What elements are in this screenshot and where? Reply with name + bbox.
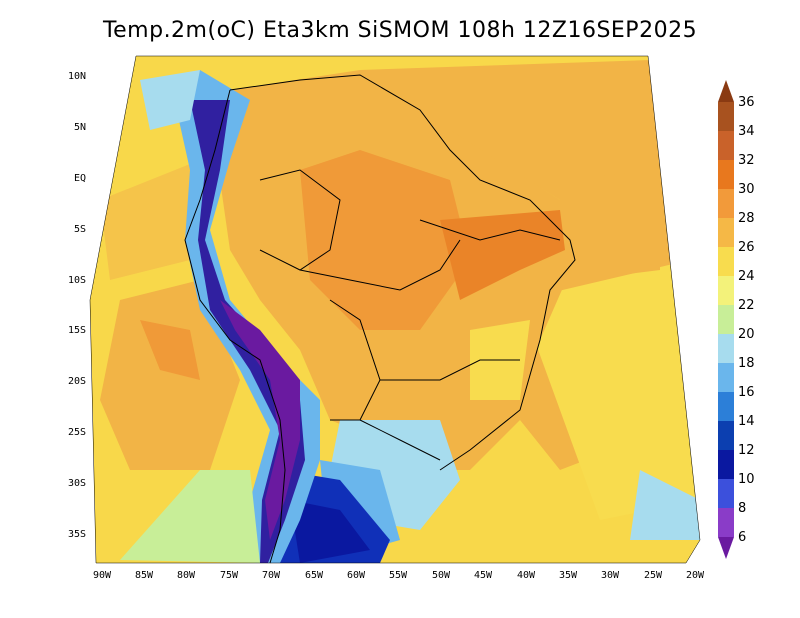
colorbar-segment (718, 479, 734, 508)
lon-label-75w: 75W (220, 570, 239, 581)
tropical-atlantic-warm (560, 170, 660, 280)
colorbar-label: 28 (738, 211, 755, 226)
lon-label-65w: 65W (305, 570, 324, 581)
lon-label-55w: 55W (389, 570, 408, 581)
colorbar-label: 30 (738, 182, 755, 197)
lon-label-30w: 30W (601, 570, 620, 581)
lat-label-10s: 10S (68, 275, 86, 286)
chile-coast-cool (120, 470, 260, 563)
lat-label-30s: 30S (68, 478, 86, 489)
southeast-atlantic-cool (630, 470, 700, 540)
colorbar: 36 34 32 30 28 26 24 22 20 18 16 14 12 10 8 6 (718, 80, 755, 559)
northeast-hot (440, 210, 565, 300)
lat-label-35s: 35S (68, 529, 86, 540)
colorbar-segment (718, 160, 734, 189)
border-2 (299, 239, 461, 291)
lon-label-25w: 25W (644, 570, 663, 581)
andes-peak (220, 300, 300, 540)
border-6 (419, 219, 561, 241)
patagonia-very-cold (290, 500, 370, 563)
border-4 (380, 359, 520, 381)
lon-label-20w: 20W (686, 570, 705, 581)
lat-label-20s: 20S (68, 376, 86, 387)
colorbar-segment (718, 305, 734, 334)
lon-label-45w: 45W (474, 570, 493, 581)
colorbar-segment (718, 421, 734, 450)
colorbar-label: 32 (738, 153, 755, 168)
lon-label-60w: 60W (347, 570, 366, 581)
lon-label-40w: 40W (517, 570, 536, 581)
colorbar-label: 22 (738, 298, 755, 313)
colorbar-label: 36 (738, 95, 755, 110)
colorbar-top-arrow (718, 80, 734, 102)
colorbar-label: 34 (738, 124, 755, 139)
lon-label-70w: 70W (262, 570, 281, 581)
colorbar-segment (718, 508, 734, 537)
colorbar-label: 26 (738, 240, 755, 255)
lat-label-eq: EQ (74, 173, 86, 184)
colorbar-label: 24 (738, 269, 755, 284)
longitude-axis: 90W 85W 80W 75W 70W 65W 60W 55W 50W 45W … (93, 570, 705, 581)
lat-label-5n: 5N (74, 122, 86, 133)
colorbar-label: 14 (738, 414, 755, 429)
lon-label-90w: 90W (93, 570, 112, 581)
colorbar-bottom-arrow (718, 537, 734, 559)
equatorial-pacific (100, 160, 200, 280)
lat-label-10n: 10N (68, 71, 86, 82)
lat-label-25s: 25S (68, 427, 86, 438)
colorbar-label: 8 (738, 501, 746, 516)
pacific-hot-zone (140, 320, 200, 380)
amazon-hot-core (300, 150, 470, 330)
caribbean-cool (140, 70, 200, 130)
colorbar-label: 12 (738, 443, 755, 458)
colorbar-segment (718, 450, 734, 479)
colorbar-segment (718, 102, 734, 131)
colorbar-segment (718, 334, 734, 363)
colorbar-segment (718, 392, 734, 421)
lon-label-80w: 80W (177, 570, 196, 581)
border-1 (259, 169, 341, 271)
colorbar-label: 20 (738, 327, 755, 342)
lat-label-5s: 5S (74, 224, 86, 235)
south-atlantic-mild (520, 260, 700, 520)
pacific-coastline (184, 89, 286, 564)
colorbar-segment (718, 247, 734, 276)
colorbar-segment (718, 363, 734, 392)
lat-label-15s: 15S (68, 325, 86, 336)
colorbar-segment (718, 276, 734, 305)
atlantic-coastline (229, 74, 576, 471)
colorbar-label: 16 (738, 385, 755, 400)
lon-label-85w: 85W (135, 570, 154, 581)
map-frame (89, 55, 701, 564)
colorbar-label: 6 (738, 530, 746, 545)
colorbar-segment (718, 218, 734, 247)
lon-label-35w: 35W (559, 570, 578, 581)
pacific-warm-zone (100, 280, 240, 470)
colorbar-label: 18 (738, 356, 755, 371)
political-borders (184, 74, 576, 564)
colorbar-segment (718, 189, 734, 218)
map-title: Temp.2m(oC) Eta3km SiSMOM 108h 12Z16SEP2… (102, 18, 698, 43)
colorbar-segment (718, 131, 734, 160)
latitude-axis: 10N 5N EQ 5S 10S 15S 20S 25S 30S 35S (68, 71, 86, 540)
border-5 (359, 419, 441, 461)
colorbar-label: 10 (738, 472, 755, 487)
lon-label-50w: 50W (432, 570, 451, 581)
